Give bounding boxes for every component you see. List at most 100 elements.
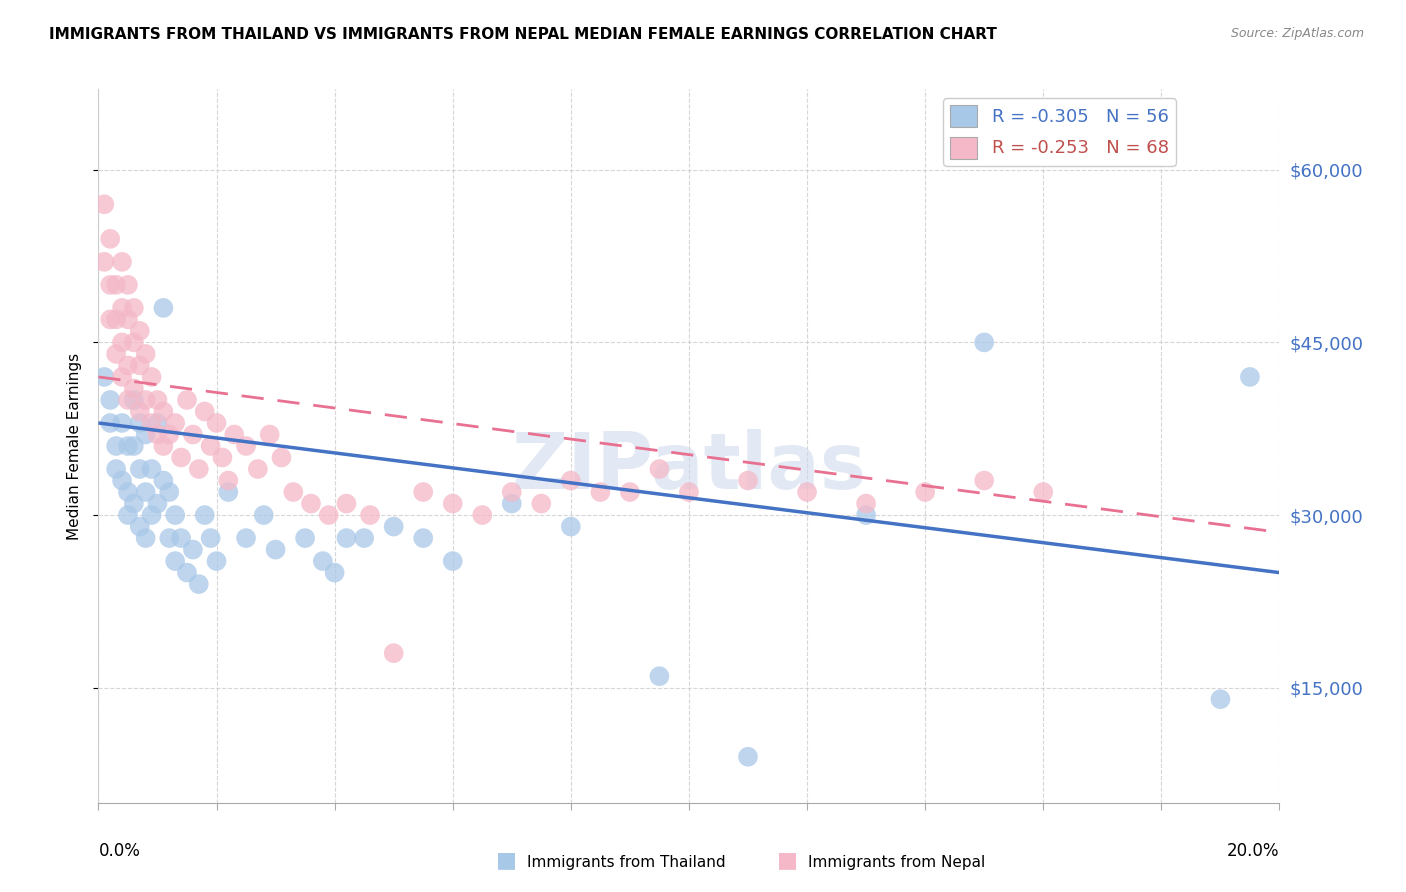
Text: ZIPatlas: ZIPatlas: [512, 429, 866, 506]
Point: [152, 439, 174, 453]
Point: [412, 531, 434, 545]
Text: ■: ■: [496, 850, 516, 870]
Point: [648, 462, 671, 476]
Point: [165, 508, 187, 522]
Point: [264, 542, 287, 557]
Point: [501, 485, 523, 500]
Point: [135, 427, 157, 442]
Point: [200, 531, 222, 545]
Point: [117, 277, 139, 292]
Text: Immigrants from Nepal: Immigrants from Nepal: [808, 855, 986, 870]
Point: [211, 450, 233, 465]
Point: [471, 508, 494, 522]
Point: [146, 416, 169, 430]
Point: [146, 392, 169, 407]
Point: [165, 554, 187, 568]
Point: [560, 474, 582, 488]
Point: [135, 531, 157, 545]
Point: [382, 646, 405, 660]
Point: [141, 370, 163, 384]
Point: [323, 566, 346, 580]
Point: [353, 531, 375, 545]
Text: Source: ZipAtlas.com: Source: ZipAtlas.com: [1230, 27, 1364, 40]
Point: [141, 508, 163, 522]
Point: [259, 427, 281, 442]
Point: [294, 531, 316, 545]
Point: [412, 485, 434, 500]
Point: [111, 335, 134, 350]
Point: [318, 508, 340, 522]
Point: [200, 439, 222, 453]
Point: [117, 359, 139, 373]
Point: [194, 404, 217, 418]
Point: [135, 347, 157, 361]
Point: [117, 312, 139, 326]
Point: [246, 462, 269, 476]
Point: [530, 497, 553, 511]
Point: [335, 497, 357, 511]
Point: [619, 485, 641, 500]
Point: [796, 485, 818, 500]
Point: [382, 519, 405, 533]
Point: [122, 301, 145, 315]
Point: [117, 485, 139, 500]
Point: [122, 381, 145, 395]
Point: [187, 462, 209, 476]
Point: [93, 197, 115, 211]
Point: [157, 485, 180, 500]
Point: [205, 416, 228, 430]
Point: [194, 508, 217, 522]
Point: [141, 462, 163, 476]
Point: [152, 404, 174, 418]
Point: [117, 392, 139, 407]
Point: [157, 531, 180, 545]
Point: [128, 359, 150, 373]
Point: [973, 474, 995, 488]
Point: [170, 450, 193, 465]
Point: [1032, 485, 1054, 500]
Point: [176, 392, 198, 407]
Point: [122, 335, 145, 350]
Point: [146, 497, 169, 511]
Point: [176, 566, 198, 580]
Point: [235, 531, 257, 545]
Point: [105, 277, 128, 292]
Point: [111, 416, 134, 430]
Point: [270, 450, 292, 465]
Point: [111, 301, 134, 315]
Point: [359, 508, 381, 522]
Point: [105, 462, 128, 476]
Point: [170, 531, 193, 545]
Legend: R = -0.305   N = 56, R = -0.253   N = 68: R = -0.305 N = 56, R = -0.253 N = 68: [943, 98, 1175, 166]
Point: [914, 485, 936, 500]
Point: [737, 474, 759, 488]
Point: [441, 554, 464, 568]
Point: [855, 497, 877, 511]
Point: [111, 370, 134, 384]
Point: [117, 439, 139, 453]
Point: [441, 497, 464, 511]
Point: [152, 474, 174, 488]
Point: [111, 255, 134, 269]
Point: [105, 312, 128, 326]
Point: [737, 749, 759, 764]
Point: [973, 335, 995, 350]
Point: [560, 519, 582, 533]
Text: ■: ■: [778, 850, 797, 870]
Point: [152, 301, 174, 315]
Point: [141, 416, 163, 430]
Point: [105, 347, 128, 361]
Point: [217, 474, 239, 488]
Point: [98, 232, 121, 246]
Point: [648, 669, 671, 683]
Point: [224, 427, 246, 442]
Point: [1239, 370, 1261, 384]
Point: [205, 554, 228, 568]
Point: [187, 577, 209, 591]
Point: [157, 427, 180, 442]
Point: [283, 485, 305, 500]
Point: [128, 324, 150, 338]
Point: [253, 508, 276, 522]
Point: [93, 255, 115, 269]
Point: [135, 392, 157, 407]
